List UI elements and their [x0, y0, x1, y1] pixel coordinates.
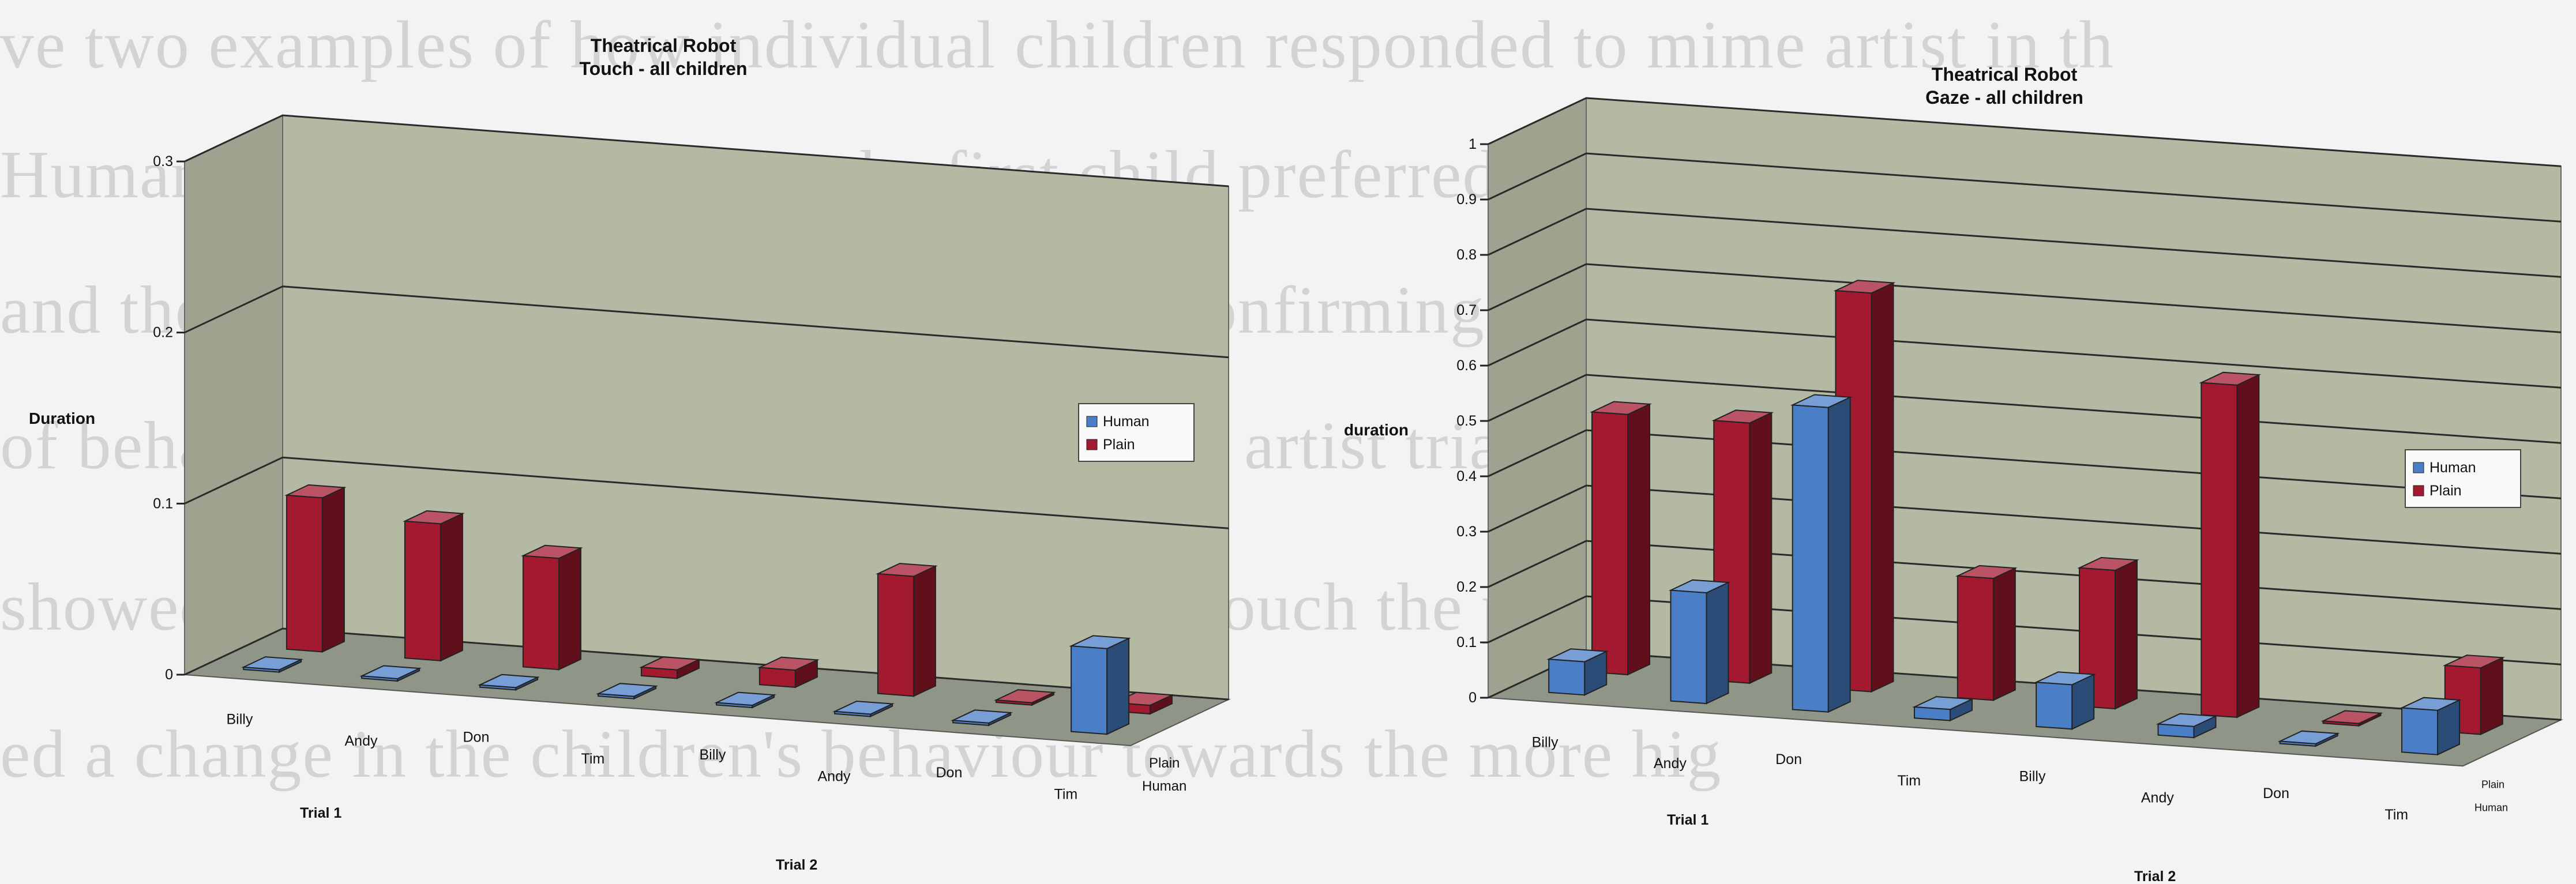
- chart-0: 0 0.1 0.2 0.3 Billy Andy Don Tim Billy Andy Don Tim…: [29, 35, 1231, 873]
- bar-plain-tim: [1955, 565, 2018, 701]
- gridline: [184, 456, 1229, 529]
- y-tick-label: 0.3: [1456, 524, 1477, 540]
- y-tick-label: 0.1: [1456, 634, 1477, 650]
- legend: Human Plain: [2405, 449, 2521, 508]
- legend-swatch-human: [2413, 462, 2424, 473]
- bar-human-andy: [832, 700, 895, 718]
- bar-human-andy: [2156, 713, 2218, 739]
- bar-plain-andy: [403, 510, 465, 662]
- y-axis-label: Duration: [29, 409, 95, 427]
- x-tick-label: Don: [2263, 785, 2289, 802]
- gridline: [184, 114, 1229, 187]
- y-tick-label: 0.2: [153, 325, 173, 341]
- y-tick-label: 0: [165, 667, 173, 683]
- bar-human-billy: [1546, 648, 1609, 696]
- gridline: [1488, 152, 2562, 223]
- y-tick-label: 0.5: [1456, 413, 1477, 429]
- bar-human-don: [478, 674, 540, 691]
- y-tick-label: 0: [1469, 690, 1477, 706]
- y-tick-label: 0.2: [1456, 579, 1477, 595]
- bar-human-billy: [241, 656, 303, 674]
- group-label: Trial 2: [2134, 868, 2176, 884]
- chart-subtitle: Touch - all children: [580, 58, 748, 79]
- y-tick-label: 0.4: [1456, 468, 1477, 484]
- x-tick-label: Tim: [581, 751, 605, 767]
- y-tick-label: 0.1: [153, 495, 173, 511]
- bar-plain-billy: [1590, 401, 1652, 676]
- legend-entry: Plain: [1103, 437, 1135, 453]
- y-tick-label: 0.8: [1456, 247, 1477, 263]
- bar-human-don: [2277, 730, 2340, 747]
- depth-axis-label: Plain: [2481, 778, 2504, 790]
- x-tick-label: Billy: [227, 712, 253, 728]
- bar-human-andy: [359, 665, 422, 682]
- x-tick-label: Andy: [818, 769, 851, 785]
- y-tick-label: 0.7: [1456, 302, 1477, 318]
- x-tick-label: Don: [936, 765, 963, 781]
- chart-subtitle: Gaze - all children: [1925, 87, 2083, 108]
- side-wall: [184, 114, 283, 676]
- depth-axis-label: Human: [2474, 802, 2508, 813]
- depth-axis-label: Plain: [1149, 755, 1180, 771]
- bar-human-billy: [2034, 671, 2097, 730]
- bar-plain-billy: [284, 484, 347, 653]
- bar-plain-andy: [876, 563, 938, 697]
- legend-swatch-plain: [1086, 439, 1098, 450]
- y-tick-label: 0.6: [1456, 358, 1477, 374]
- x-tick-label: Andy: [1654, 755, 1687, 772]
- chart-title: Theatrical Robot: [591, 35, 737, 56]
- legend-swatch-human: [1086, 416, 1098, 427]
- y-tick-label: 0.9: [1456, 191, 1477, 208]
- depth-axis-label: Human: [1142, 778, 1186, 794]
- chart-title: Theatrical Robot: [1932, 64, 2078, 85]
- gridline: [1488, 263, 2562, 333]
- bar-human-billy: [714, 691, 776, 709]
- bar-plain-billy: [757, 656, 820, 689]
- y-tick-label: 1: [1469, 136, 1477, 152]
- bar-plain-don: [2320, 710, 2383, 727]
- gridline: [1488, 318, 2562, 389]
- bar-human-tim: [1912, 696, 1974, 722]
- bar-human-andy: [1668, 579, 1731, 705]
- legend-entry: Human: [2429, 460, 2476, 476]
- x-tick-label: Don: [1775, 751, 1802, 768]
- bar-plain-tim: [639, 656, 701, 680]
- chart-1: 0 0.1 0.2 0.3 0.4 0.5 0.6 0.7 0.8 0.9 1 Billy Andy Do…: [1344, 64, 2563, 884]
- bar-human-tim: [596, 683, 658, 700]
- x-tick-label: Billy: [700, 747, 726, 763]
- y-axis-label: duration: [1344, 421, 1409, 439]
- x-tick-label: Tim: [1897, 773, 1921, 789]
- x-tick-label: Don: [463, 729, 490, 745]
- gridline: [1488, 208, 2562, 278]
- legend-entry: Plain: [2429, 483, 2462, 499]
- x-tick-label: Andy: [2141, 789, 2174, 806]
- y-tick-label: 0.3: [153, 153, 173, 170]
- bar-plain-don: [994, 689, 1056, 706]
- legend: Human Plain: [1078, 403, 1195, 462]
- bar-plain-don: [521, 544, 583, 671]
- gridline: [184, 285, 1229, 359]
- group-label: Trial 1: [1667, 812, 1708, 828]
- x-tick-label: Tim: [1054, 786, 1078, 802]
- gridline: [1488, 97, 2562, 167]
- group-label: Trial 1: [300, 805, 341, 821]
- group-label: Trial 2: [776, 857, 817, 873]
- bar-human-don: [1790, 394, 1853, 713]
- x-tick-label: Tim: [2385, 807, 2408, 823]
- legend-entry: Human: [1103, 413, 1150, 430]
- legend-swatch-plain: [2413, 485, 2424, 496]
- bar-human-don: [951, 709, 1013, 727]
- x-tick-label: Andy: [345, 733, 378, 749]
- x-tick-label: Billy: [2019, 769, 2046, 785]
- bar-human-tim: [1069, 635, 1131, 735]
- x-tick-label: Billy: [1532, 734, 1559, 750]
- bar-human-tim: [2399, 697, 2462, 756]
- bar-plain-andy: [2199, 371, 2262, 719]
